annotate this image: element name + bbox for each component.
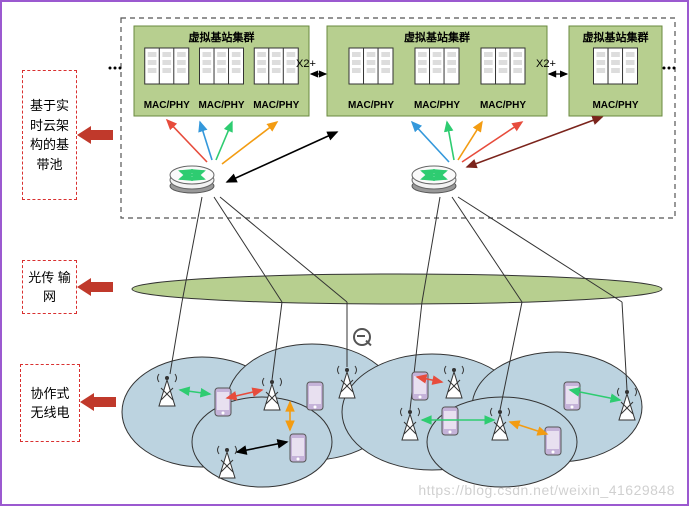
x2-label-2: X2+ xyxy=(536,58,556,70)
x2-label-2-text: X2+ xyxy=(536,58,556,70)
zoom-out-icon[interactable] xyxy=(353,328,371,346)
ellipsis-right xyxy=(663,67,676,70)
svg-text:MAC/PHY: MAC/PHY xyxy=(592,100,638,111)
clusters: 虚拟基站集群 MAC/PHY MAC/PHY MAC/PHY 虚拟基站集群 MAC/PHY… xyxy=(134,26,662,116)
cloud xyxy=(122,344,642,487)
svg-text:虚拟基站集群: 虚拟基站集群 xyxy=(189,30,255,44)
routers xyxy=(170,166,456,193)
svg-text:MAC/PHY: MAC/PHY xyxy=(348,100,394,111)
svg-text:MAC/PHY: MAC/PHY xyxy=(253,100,299,111)
x2-label-1: X2+ xyxy=(296,58,316,70)
x2-label-1-text: X2+ xyxy=(296,58,316,70)
ellipsis-left xyxy=(109,67,122,70)
optical-ellipse xyxy=(132,274,662,304)
svg-text:虚拟基站集群: 虚拟基站集群 xyxy=(404,30,470,44)
top-arrows xyxy=(167,117,602,182)
diagram-frame: 基于实 时云架 构的基 带池 光传 输网 协作式 无线电 虚拟基站集群MAC/P… xyxy=(0,0,689,506)
svg-text:MAC/PHY: MAC/PHY xyxy=(414,100,460,111)
diagram-svg: 虚拟基站集群 MAC/PHY MAC/PHY MAC/PHY 虚拟基站集群 MAC/PHY… xyxy=(2,2,687,504)
svg-text:MAC/PHY: MAC/PHY xyxy=(480,100,526,111)
svg-text:虚拟基站集群: 虚拟基站集群 xyxy=(583,30,649,44)
svg-text:MAC/PHY: MAC/PHY xyxy=(144,100,190,111)
svg-text:MAC/PHY: MAC/PHY xyxy=(198,100,244,111)
